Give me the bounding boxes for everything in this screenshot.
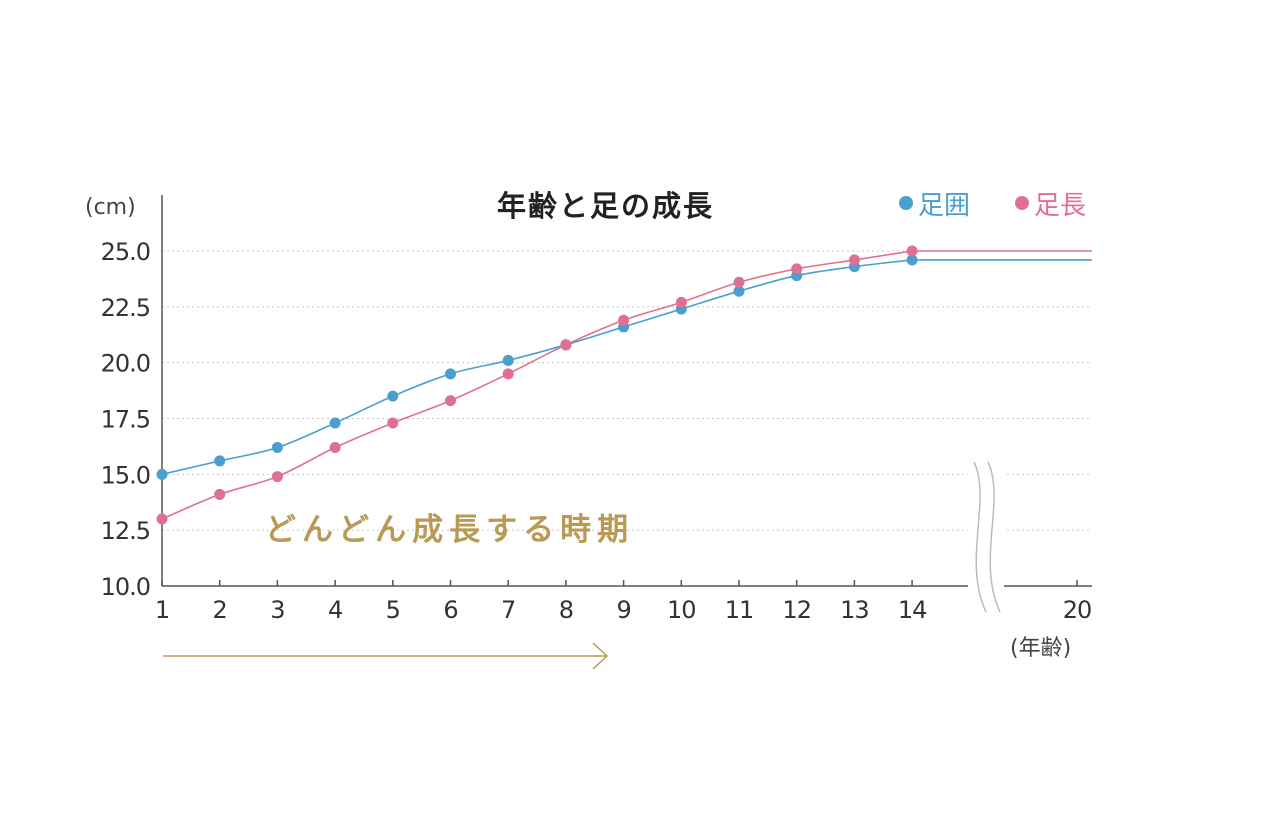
data-point xyxy=(618,314,630,326)
x-tick-label: 20 xyxy=(1063,596,1092,624)
series-points xyxy=(156,245,918,525)
y-tick-labels: 10.0 12.5 15.0 17.5 20.0 22.5 25.0 xyxy=(101,238,151,601)
axes xyxy=(161,195,1092,587)
data-point xyxy=(156,468,168,480)
data-point xyxy=(445,368,456,380)
data-point xyxy=(387,417,399,429)
legend-label-series-1: 足長 xyxy=(1034,191,1086,221)
data-point xyxy=(329,442,341,454)
y-axis-unit-label: (cm) xyxy=(85,195,136,220)
data-point xyxy=(733,285,745,297)
axis-break-gap xyxy=(968,455,1004,615)
x-tick-label: 10 xyxy=(667,596,696,624)
axis-break xyxy=(968,455,1004,615)
gridlines xyxy=(162,250,1092,531)
data-point xyxy=(329,417,341,429)
y-tick-label: 25.0 xyxy=(101,238,150,266)
y-tick-label: 22.5 xyxy=(101,294,150,322)
x-tick-label: 7 xyxy=(501,596,515,624)
data-point xyxy=(156,513,168,525)
data-point xyxy=(675,296,687,308)
series-lines xyxy=(161,250,1092,520)
data-point xyxy=(502,354,514,366)
chart-title: 年齢と足の成長 xyxy=(497,189,714,223)
x-tick-label: 2 xyxy=(213,596,227,624)
data-point xyxy=(271,442,283,454)
legend-marker-series-1 xyxy=(1015,196,1029,210)
data-point xyxy=(387,390,399,402)
x-tick-label: 9 xyxy=(616,596,630,624)
x-tick-label: 11 xyxy=(725,596,754,624)
legend-marker-series-0 xyxy=(899,196,913,210)
y-tick-label: 12.5 xyxy=(101,517,150,545)
series-line-1 xyxy=(161,250,913,520)
x-tick-label: 6 xyxy=(443,596,457,624)
data-point xyxy=(906,245,918,257)
x-tick-label: 3 xyxy=(270,596,284,624)
y-tick-label: 17.5 xyxy=(101,406,150,434)
legend: 足囲 足長 xyxy=(899,191,1086,221)
data-point xyxy=(445,395,456,407)
x-tick-label: 12 xyxy=(782,596,811,624)
y-tick-label: 20.0 xyxy=(101,350,150,378)
y-tick-label: 15.0 xyxy=(101,461,150,489)
data-point xyxy=(848,254,860,266)
x-tick-label: 5 xyxy=(386,596,400,624)
x-axis-unit-label: (年齢) xyxy=(1010,636,1071,661)
data-point xyxy=(214,455,226,467)
x-tick-label: 1 xyxy=(155,596,169,624)
data-point xyxy=(560,339,572,351)
x-tick-label: 14 xyxy=(898,596,927,624)
x-tick-label: 8 xyxy=(559,596,573,624)
data-point xyxy=(271,471,283,483)
axis-break-mark xyxy=(973,461,987,613)
axis-break-mark xyxy=(987,461,1001,613)
data-point xyxy=(906,254,918,266)
y-tick-label: 10.0 xyxy=(101,573,150,601)
data-point xyxy=(791,263,803,275)
x-tick-labels: 1 2 3 4 5 6 7 8 9 10 11 12 13 14 20 xyxy=(155,596,1092,624)
data-point xyxy=(502,368,514,380)
x-tick-label: 4 xyxy=(328,596,342,624)
series-line-0 xyxy=(161,259,913,476)
growth-period-annotation: どんどん成長する時期 xyxy=(265,512,634,548)
data-point xyxy=(214,488,226,500)
growth-period-arrow xyxy=(163,642,609,670)
data-point xyxy=(733,276,745,288)
legend-label-series-0: 足囲 xyxy=(918,191,970,221)
x-tick-label: 13 xyxy=(840,596,869,624)
